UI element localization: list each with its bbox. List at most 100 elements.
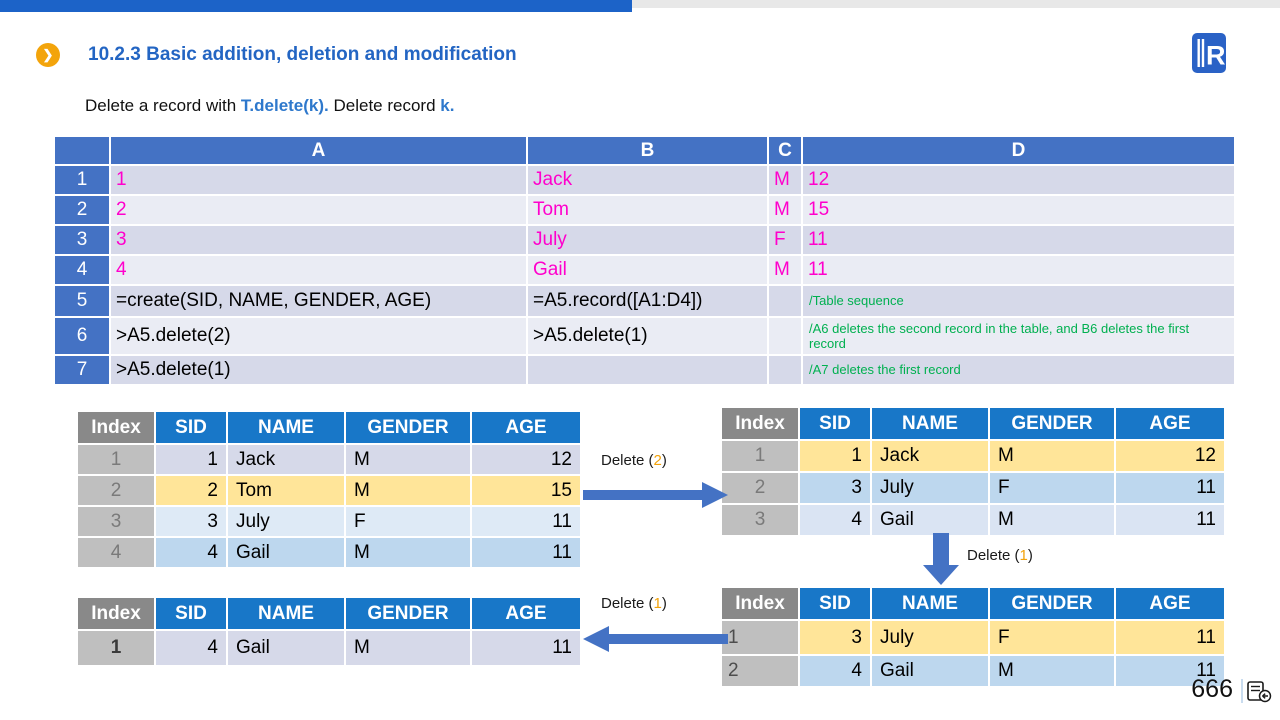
spreadsheet-cell: 1 [111,166,526,194]
result-cell-highlighted: 15 [472,476,580,505]
comment-cell: /A6 deletes the second record in the tab… [803,318,1234,354]
result-cell-highlighted: 2 [156,476,226,505]
result-table-after-delete-1: Index SID NAME GENDER AGE 1 3 July F 11 … [722,588,1224,686]
result-cell: M [990,505,1114,535]
header-age: AGE [472,598,580,629]
result-cell: 1 [156,445,226,474]
column-header-a: A [111,137,526,164]
row-header: 7 [55,356,109,384]
column-header-d: D [803,137,1234,164]
arrow-right-icon [583,482,728,508]
row-header: 4 [55,256,109,284]
result-cell: 11 [1116,505,1224,535]
page-title: 10.2.3 Basic addition, deletion and modi… [88,44,517,65]
corner-cell [55,137,109,164]
company-logo-icon: R [1192,33,1226,73]
column-header-b: B [528,137,767,164]
header-index: Index [78,412,154,443]
row-header: 5 [55,286,109,316]
result-cell: Gail [228,538,344,567]
row-header: 1 [55,166,109,194]
result-cell: 12 [472,445,580,474]
header-sid: SID [156,412,226,443]
spreadsheet-cell: 2 [111,196,526,224]
subtitle-text: Delete a record with [85,96,241,115]
result-cell-highlighted: Jack [872,441,988,471]
result-cell: July [872,473,988,503]
result-table-initial: Index SID NAME GENDER AGE 1 1 Jack M 12 … [78,412,580,567]
header-sid: SID [800,588,870,619]
index-cell: 2 [78,476,154,505]
arrow-down-icon [923,533,959,585]
formula-cell: >A5.delete(2) [111,318,526,354]
header-age: AGE [1116,408,1224,439]
spreadsheet-cell: Gail [528,256,767,284]
result-cell: M [990,656,1114,686]
index-cell: 3 [722,505,798,535]
index-cell: 2 [722,473,798,503]
index-cell: 1 [722,441,798,471]
spreadsheet-cell [528,356,767,384]
result-cell: 3 [156,507,226,536]
formula-cell: >A5.delete(1) [528,318,767,354]
spreadsheet-cell: 4 [111,256,526,284]
header-index: Index [722,588,798,619]
result-cell-highlighted: M [346,476,470,505]
subtitle-text2: Delete record [328,96,441,115]
spreadsheet-cell: July [528,226,767,254]
header-gender: GENDER [990,408,1114,439]
delete-1-left-label: Delete (1) [601,595,667,612]
chevron-glyph: ❯ [42,47,54,62]
spreadsheet-cell: 15 [803,196,1234,224]
result-cell: M [346,445,470,474]
row-header: 2 [55,196,109,224]
comment-cell: /A7 deletes the first record [803,356,1234,384]
index-cell: 1 [78,445,154,474]
header-index: Index [722,408,798,439]
spreadsheet-cell [769,286,801,316]
row-header: 3 [55,226,109,254]
column-header-c: C [769,137,801,164]
index-cell: 2 [722,656,798,686]
spreadsheet-cell: 12 [803,166,1234,194]
arrow-left-icon [583,626,728,652]
result-table-final: Index SID NAME GENDER AGE 1 4 Gail M 11 [78,598,580,665]
header-name: NAME [872,408,988,439]
header-name: NAME [228,412,344,443]
spreadsheet-cell: 11 [803,226,1234,254]
result-cell-highlighted: 12 [1116,441,1224,471]
index-cell: 4 [78,538,154,567]
result-cell-highlighted: M [990,441,1114,471]
spreadsheet-cell: 3 [111,226,526,254]
formula-cell: >A5.delete(1) [111,356,526,384]
result-cell: 3 [800,473,870,503]
result-cell: 11 [472,507,580,536]
delete-2-label: Delete (2) [601,452,667,469]
header-index: Index [78,598,154,629]
spreadsheet-table: A B C D 1 1 Jack M 12 2 2 Tom M 15 3 3 J… [55,137,1234,384]
subtitle-code2: k. [440,96,455,115]
result-cell-highlighted: 11 [1116,621,1224,654]
page-number: 666 [1191,675,1233,703]
header-age: AGE [472,412,580,443]
result-cell-highlighted: July [872,621,988,654]
formula-cell: =A5.record([A1:D4]) [528,286,767,316]
result-cell: 11 [472,631,580,665]
top-accent-bar-blue [0,0,632,12]
spreadsheet-cell [769,318,801,354]
result-cell: M [346,538,470,567]
result-cell: F [346,507,470,536]
row-header: 6 [55,318,109,354]
result-cell: F [990,473,1114,503]
svg-text:R: R [1206,41,1226,71]
footer-divider [1241,679,1243,703]
spreadsheet-cell: M [769,166,801,194]
spreadsheet-cell: F [769,226,801,254]
result-cell: Gail [872,505,988,535]
spreadsheet-cell: 11 [803,256,1234,284]
index-cell: 3 [78,507,154,536]
spreadsheet-cell [769,356,801,384]
top-accent-bar-gray [632,0,1280,8]
header-gender: GENDER [990,588,1114,619]
